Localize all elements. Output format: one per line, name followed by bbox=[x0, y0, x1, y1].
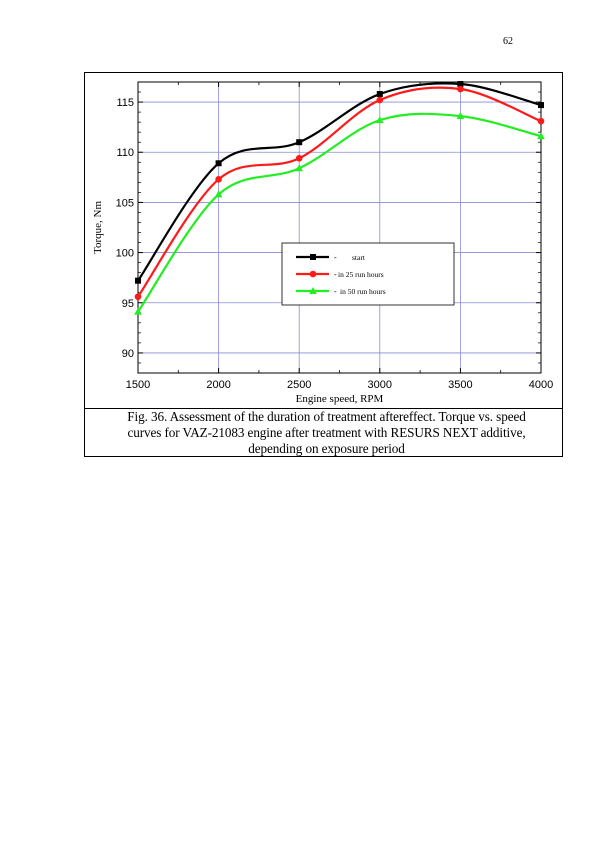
data-point bbox=[295, 164, 303, 172]
x-tick-label: 3000 bbox=[368, 379, 392, 391]
y-tick-label: 115 bbox=[116, 97, 134, 109]
legend: - start-in 25 run hours-in 50 run hours bbox=[281, 242, 455, 306]
series-line-1 bbox=[137, 82, 542, 282]
legend-marker bbox=[310, 254, 316, 260]
figure-frame: 1500 2000 2500 3000 3500 4000 90 95 100 105 110 115… bbox=[84, 72, 563, 457]
series-layer bbox=[134, 81, 545, 315]
data-point bbox=[538, 102, 544, 109]
x-tick-label: 1500 bbox=[126, 379, 150, 391]
legend-dash: - bbox=[334, 253, 337, 262]
legend-label: in 25 run hours bbox=[338, 270, 384, 279]
caption-line-1: Fig. 36. Assessment of the duration of t… bbox=[127, 409, 526, 424]
series-line-3 bbox=[137, 112, 542, 313]
data-point bbox=[295, 154, 303, 162]
data-point bbox=[376, 116, 384, 124]
legend-dash: - bbox=[334, 270, 337, 279]
data-point bbox=[215, 160, 222, 167]
legend-entry-2: - in 25 run hours bbox=[296, 270, 384, 279]
x-tick-label: 3500 bbox=[448, 379, 472, 391]
data-point bbox=[134, 307, 142, 315]
data-point bbox=[296, 139, 303, 146]
legend-marker bbox=[309, 287, 317, 294]
torque-speed-chart: 1500 2000 2500 3000 3500 4000 90 95 100 105 110 115… bbox=[92, 81, 553, 405]
data-point bbox=[134, 293, 142, 301]
data-point bbox=[537, 117, 545, 125]
data-point bbox=[456, 112, 465, 120]
data-point bbox=[215, 176, 222, 183]
series-3 bbox=[134, 112, 545, 315]
figure-caption: Fig. 36. Assessment of the duration of t… bbox=[97, 409, 556, 457]
y-tick-label: 95 bbox=[122, 298, 134, 310]
x-tick-label: 2500 bbox=[287, 379, 311, 391]
data-point bbox=[537, 132, 545, 140]
y-axis-title: Torque, Nm bbox=[92, 201, 104, 254]
data-point bbox=[376, 96, 384, 104]
data-point bbox=[457, 81, 464, 88]
legend-label: in 50 run hours bbox=[340, 287, 386, 296]
x-tick-label: 2000 bbox=[206, 379, 230, 391]
y-tick-label: 110 bbox=[116, 147, 134, 159]
legend-dash: - bbox=[334, 287, 337, 296]
page-number: 62 bbox=[503, 36, 513, 47]
data-point bbox=[376, 91, 383, 98]
legend-entry-3: - in 50 run hours bbox=[296, 287, 386, 296]
legend-label: start bbox=[352, 253, 366, 262]
data-point bbox=[214, 190, 223, 198]
y-tick-label: 100 bbox=[116, 248, 134, 260]
plot-background bbox=[138, 82, 541, 373]
grid bbox=[137, 82, 542, 373]
y-tick-label: 90 bbox=[122, 348, 134, 360]
legend-entry-1: - start bbox=[296, 253, 366, 262]
x-axis-title: Engine speed, RPM bbox=[296, 393, 384, 405]
y-tick-label: 105 bbox=[116, 197, 134, 209]
axes: 1500 2000 2500 3000 3500 4000 90 95 100 105 110 115… bbox=[92, 81, 553, 405]
x-tick-label: 4000 bbox=[529, 379, 553, 391]
caption-line-3: depending on exposure period bbox=[248, 441, 405, 456]
series-1 bbox=[135, 81, 544, 284]
caption-divider bbox=[85, 408, 562, 409]
legend-marker bbox=[309, 270, 317, 278]
series-2 bbox=[134, 85, 545, 301]
caption-line-2: curves for VAZ-21083 engine after treatm… bbox=[127, 425, 526, 440]
data-point bbox=[457, 85, 464, 93]
data-point bbox=[135, 277, 141, 284]
